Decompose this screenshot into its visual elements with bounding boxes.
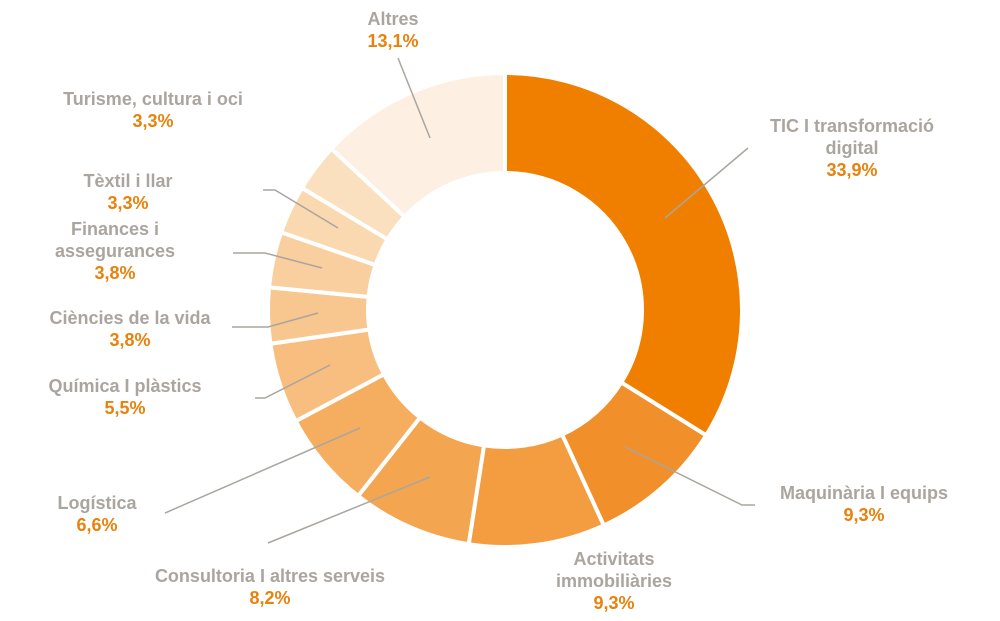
leader-line bbox=[397, 57, 431, 139]
value-label: 9,3% bbox=[593, 593, 635, 613]
slice-label: Turisme, cultura i oci 3,3% bbox=[23, 88, 283, 132]
slice-label: Logística 6,6% bbox=[37, 492, 157, 536]
category-label: Ciències de la vida bbox=[49, 308, 211, 328]
category-label: Química I plàstics bbox=[48, 376, 202, 396]
value-label: 9,3% bbox=[843, 505, 885, 525]
slice-label: Química I plàstics 5,5% bbox=[15, 375, 235, 419]
leader-line bbox=[263, 189, 339, 229]
value-label: 6,6% bbox=[76, 515, 118, 535]
slice-label: TIC I transformació digital 33,9% bbox=[762, 115, 942, 181]
value-label: 3,3% bbox=[132, 111, 174, 131]
slice-label: Altres 13,1% bbox=[333, 8, 453, 52]
value-label: 3,3% bbox=[107, 193, 149, 213]
leader-line bbox=[233, 252, 323, 269]
slice-label: Tèxtil i llar 3,3% bbox=[48, 170, 208, 214]
leader-line bbox=[164, 427, 361, 514]
slice-label: Activitats immobiliàries 9,3% bbox=[534, 548, 694, 614]
value-label: 3,8% bbox=[94, 263, 136, 283]
category-label: Logística bbox=[57, 493, 137, 513]
category-label: Consultoria I altres serveis bbox=[154, 566, 386, 586]
value-label: 3,8% bbox=[109, 330, 151, 350]
category-label: Altres bbox=[367, 9, 419, 29]
category-label: Finances i assegurances bbox=[54, 219, 176, 261]
value-label: 13,1% bbox=[367, 31, 419, 51]
slice-label: Finances i assegurances 3,8% bbox=[40, 218, 190, 284]
category-label: TIC I transformació digital bbox=[769, 116, 935, 158]
leader-line bbox=[255, 364, 331, 399]
slice bbox=[328, 70, 507, 220]
value-label: 8,2% bbox=[249, 588, 291, 608]
slice-label: Maquinària I equips 9,3% bbox=[754, 482, 974, 526]
slice bbox=[503, 70, 744, 439]
slice-label: Ciències de la vida 3,8% bbox=[15, 307, 245, 351]
category-label: Activitats immobiliàries bbox=[555, 549, 673, 591]
category-label: Maquinària I equips bbox=[779, 483, 949, 503]
category-label: Turisme, cultura i oci bbox=[63, 89, 243, 109]
value-label: 33,9% bbox=[826, 160, 878, 180]
leader-line bbox=[232, 312, 319, 328]
leader-line bbox=[267, 476, 431, 544]
category-label: Tèxtil i llar bbox=[83, 171, 173, 191]
value-label: 5,5% bbox=[104, 398, 146, 418]
slice-label: Consultoria I altres serveis 8,2% bbox=[120, 565, 420, 609]
leader-line bbox=[624, 446, 755, 506]
leader-line bbox=[664, 147, 749, 219]
